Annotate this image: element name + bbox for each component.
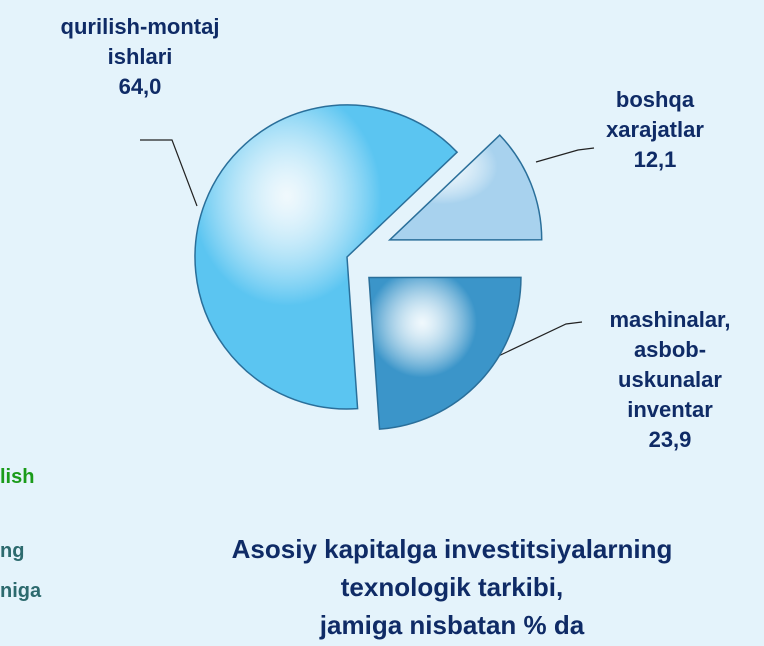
- annotation: niga: [0, 580, 42, 602]
- value-label: 23,9: [648, 427, 692, 452]
- slice-label: qurilish-montaj ishlari 64,0: [40, 12, 240, 102]
- category-label: boshqa xarajatlar: [606, 87, 704, 142]
- pie-slice: [194, 104, 459, 410]
- leader-line: [535, 147, 595, 163]
- value-label: 12,1: [633, 147, 677, 172]
- leader-line: [140, 139, 198, 207]
- title-line: Asosiy kapitalga investitsiyalarning: [231, 534, 673, 564]
- slice-label: boshqa xarajatlar 12,1: [580, 85, 730, 175]
- pie-slice: [368, 276, 522, 430]
- annotation: lish: [0, 466, 35, 488]
- value-label: 64,0: [118, 74, 162, 99]
- pie-slice: [387, 134, 543, 241]
- title-line: texnologik tarkibi,: [340, 572, 564, 602]
- chart-title: Asosiy kapitalga investitsiyalarning tex…: [152, 530, 752, 644]
- category-label: qurilish-montaj ishlari: [60, 14, 220, 69]
- annotation: ng: [0, 540, 25, 562]
- slice-label: mashinalar, asbob-uskunalar inventar 23,9: [595, 305, 745, 455]
- category-label: mashinalar, asbob-uskunalar inventar: [609, 307, 731, 422]
- title-line: jamiga nisbatan % da: [319, 610, 585, 640]
- leader-line: [489, 321, 583, 361]
